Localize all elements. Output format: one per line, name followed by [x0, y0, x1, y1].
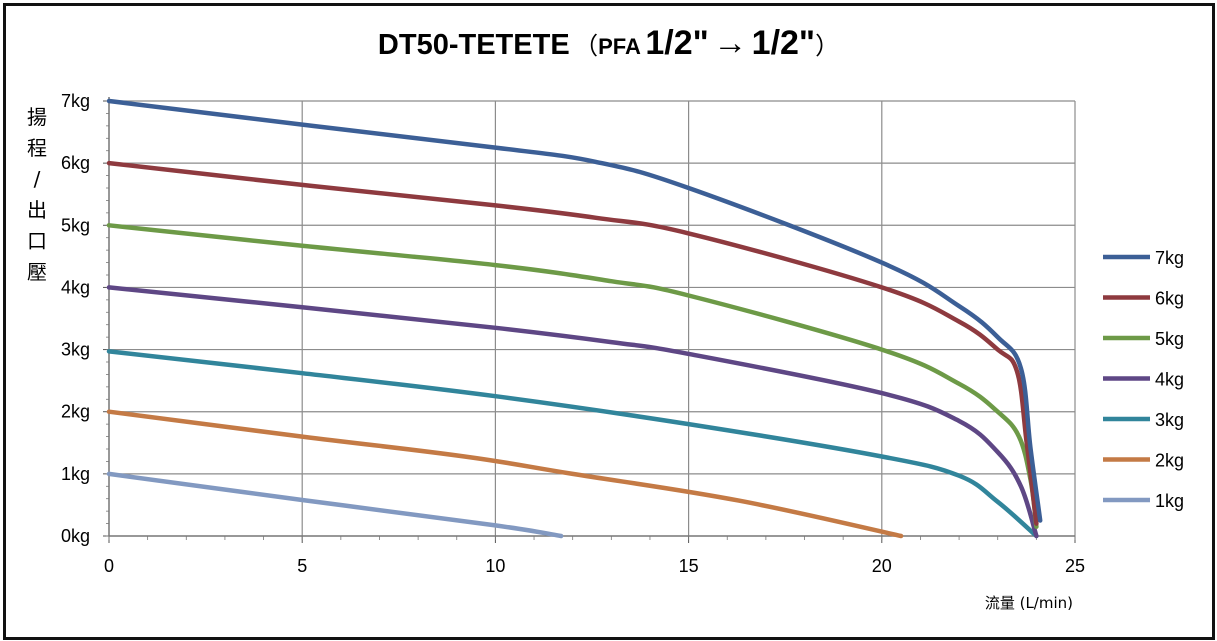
- y-tick-label: 6kg: [61, 153, 90, 173]
- chart-frame: [3, 3, 1215, 640]
- y-axis-label: 揚 程 / 出 口 壓: [22, 102, 52, 288]
- title-outlet: 1/2": [751, 24, 816, 62]
- series-line-2kg: [106, 409, 904, 539]
- series-line-5kg: [106, 223, 1039, 529]
- legend: 7kg 6kg 5kg 4kg 3kg 2kg 1kg: [1103, 248, 1184, 511]
- legend-label: 4kg: [1155, 370, 1184, 390]
- series-line-1kg: [106, 471, 564, 539]
- legend-label: 2kg: [1155, 451, 1184, 471]
- y-axis-label-char: 壓: [27, 260, 47, 284]
- y-tick-label: 2kg: [61, 402, 90, 422]
- y-axis-label-char: 程: [27, 136, 47, 160]
- y-tick-label: 7kg: [61, 91, 90, 111]
- series-line-4kg: [106, 285, 1039, 539]
- title-material: PFA: [598, 34, 641, 59]
- y-axis-label-char: 揚: [27, 105, 47, 129]
- title-model: DT50-TETETE: [377, 29, 570, 61]
- y-axis-label-char: 出: [27, 198, 47, 222]
- x-tick-label: 10: [485, 556, 505, 576]
- series-line-7kg: [106, 98, 1043, 523]
- y-tick-label: 4kg: [61, 277, 90, 297]
- chart-title: DT50-TETETE （PFA 1/2" → 1/2"）: [0, 24, 1217, 63]
- x-tick-label: 25: [1065, 556, 1085, 576]
- title-open-paren: （: [574, 33, 599, 60]
- legend-label: 3kg: [1155, 410, 1184, 430]
- legend-label: 6kg: [1155, 289, 1184, 309]
- series-line-3kg: [106, 349, 1039, 539]
- y-tick-label: 0kg: [61, 526, 90, 546]
- x-tick-label: 15: [679, 556, 699, 576]
- y-axis-label-char: /: [33, 167, 41, 191]
- title-inlet: 1/2": [645, 24, 709, 62]
- series-line-6kg: [106, 160, 1039, 526]
- x-tick-label: 5: [297, 556, 307, 576]
- title-close-paren: ）: [815, 33, 840, 60]
- series-lines: [106, 98, 1043, 539]
- legend-label: 5kg: [1155, 329, 1184, 349]
- legend-label: 1kg: [1155, 491, 1184, 511]
- title-arrow: →: [713, 24, 748, 62]
- x-tick-label: 0: [104, 556, 114, 576]
- y-tick-label: 1kg: [61, 464, 90, 484]
- legend-label: 7kg: [1155, 248, 1184, 268]
- y-axis-label-char: 口: [27, 229, 47, 253]
- x-axis-label: 流量 (L/min): [985, 594, 1073, 612]
- grid-lines: [109, 100, 1076, 536]
- tick-labels: 0kg 1kg 2kg 3kg 4kg 5kg 6kg 7kg 0 5 10 15 20 25: [61, 91, 1085, 576]
- y-tick-label: 3kg: [61, 340, 90, 360]
- x-tick-label: 20: [872, 556, 892, 576]
- y-tick-label: 5kg: [61, 215, 90, 235]
